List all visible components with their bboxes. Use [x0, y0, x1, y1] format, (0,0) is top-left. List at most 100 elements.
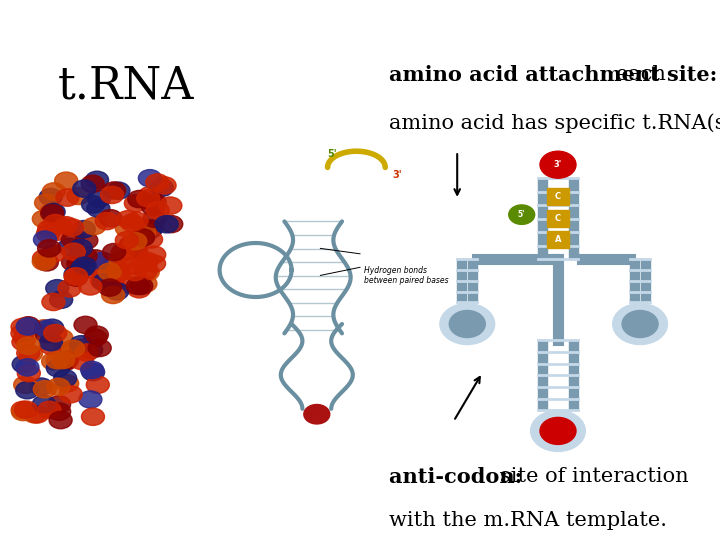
Circle shape: [32, 320, 55, 337]
Circle shape: [42, 203, 65, 220]
Circle shape: [55, 172, 78, 190]
Circle shape: [42, 353, 65, 370]
Circle shape: [140, 231, 163, 248]
Bar: [457, 259, 467, 302]
Circle shape: [32, 395, 55, 413]
Text: site of interaction: site of interaction: [500, 467, 689, 486]
Circle shape: [100, 275, 123, 293]
Circle shape: [115, 220, 138, 237]
Bar: [538, 340, 547, 410]
Circle shape: [117, 211, 140, 228]
Circle shape: [73, 180, 96, 197]
Circle shape: [54, 353, 77, 370]
Circle shape: [53, 370, 76, 387]
Circle shape: [112, 244, 135, 261]
Circle shape: [55, 375, 78, 392]
Text: with the m.RNA template.: with the m.RNA template.: [389, 511, 667, 530]
Text: 5': 5': [518, 210, 526, 219]
Bar: [538, 178, 547, 259]
Circle shape: [17, 316, 40, 334]
Circle shape: [125, 243, 148, 260]
Circle shape: [159, 197, 182, 214]
Circle shape: [81, 408, 104, 426]
Circle shape: [73, 257, 96, 274]
Circle shape: [127, 191, 150, 208]
Text: 3': 3': [554, 160, 562, 169]
Circle shape: [81, 196, 104, 213]
Circle shape: [12, 401, 35, 418]
Circle shape: [55, 351, 78, 368]
Circle shape: [56, 189, 79, 206]
Circle shape: [65, 268, 88, 285]
Circle shape: [106, 283, 129, 300]
Circle shape: [32, 253, 55, 270]
Circle shape: [613, 303, 667, 345]
Circle shape: [540, 417, 576, 444]
Circle shape: [93, 274, 116, 291]
Circle shape: [12, 333, 35, 350]
Circle shape: [59, 386, 82, 403]
Circle shape: [48, 396, 71, 413]
Circle shape: [48, 217, 71, 234]
Circle shape: [125, 212, 148, 230]
Circle shape: [120, 276, 143, 294]
Bar: [569, 340, 578, 410]
Circle shape: [86, 326, 109, 343]
Circle shape: [81, 361, 104, 379]
Circle shape: [115, 232, 138, 249]
Circle shape: [17, 318, 40, 335]
Circle shape: [87, 200, 110, 217]
Circle shape: [40, 319, 63, 336]
Circle shape: [53, 343, 76, 360]
Circle shape: [87, 190, 110, 207]
Circle shape: [70, 336, 93, 353]
Text: 3': 3': [392, 170, 402, 180]
Text: 5': 5': [328, 148, 337, 159]
Circle shape: [12, 403, 35, 421]
Circle shape: [94, 269, 117, 286]
Circle shape: [91, 252, 114, 269]
Circle shape: [14, 401, 37, 418]
Circle shape: [44, 214, 67, 232]
Circle shape: [101, 258, 124, 275]
Circle shape: [83, 218, 106, 235]
Circle shape: [107, 182, 130, 199]
Circle shape: [78, 278, 102, 295]
Bar: [468, 259, 477, 302]
Circle shape: [30, 378, 53, 395]
Circle shape: [101, 186, 124, 204]
Circle shape: [146, 174, 169, 191]
Circle shape: [50, 329, 73, 347]
Circle shape: [107, 264, 130, 281]
Circle shape: [50, 291, 73, 308]
Text: each: each: [616, 65, 665, 84]
Circle shape: [55, 217, 78, 234]
Text: amino acid has specific t.RNA(s),: amino acid has specific t.RNA(s),: [389, 113, 720, 133]
Circle shape: [35, 320, 58, 338]
Circle shape: [72, 220, 95, 238]
Circle shape: [84, 329, 107, 346]
Circle shape: [120, 236, 143, 253]
Circle shape: [107, 261, 130, 279]
Text: C: C: [555, 192, 561, 201]
Circle shape: [146, 202, 169, 219]
Circle shape: [12, 356, 35, 373]
Circle shape: [16, 382, 39, 399]
Circle shape: [65, 269, 88, 286]
Circle shape: [58, 238, 81, 255]
Circle shape: [60, 219, 84, 236]
Circle shape: [80, 341, 103, 359]
Circle shape: [91, 272, 114, 289]
Circle shape: [52, 352, 75, 369]
Circle shape: [155, 215, 178, 233]
Circle shape: [142, 198, 165, 215]
Circle shape: [130, 278, 153, 295]
Circle shape: [143, 246, 166, 264]
Bar: [547, 188, 569, 205]
Circle shape: [138, 187, 161, 204]
Bar: [547, 231, 569, 248]
Circle shape: [33, 231, 56, 248]
Circle shape: [61, 340, 84, 357]
Circle shape: [622, 310, 658, 338]
Circle shape: [44, 325, 67, 342]
